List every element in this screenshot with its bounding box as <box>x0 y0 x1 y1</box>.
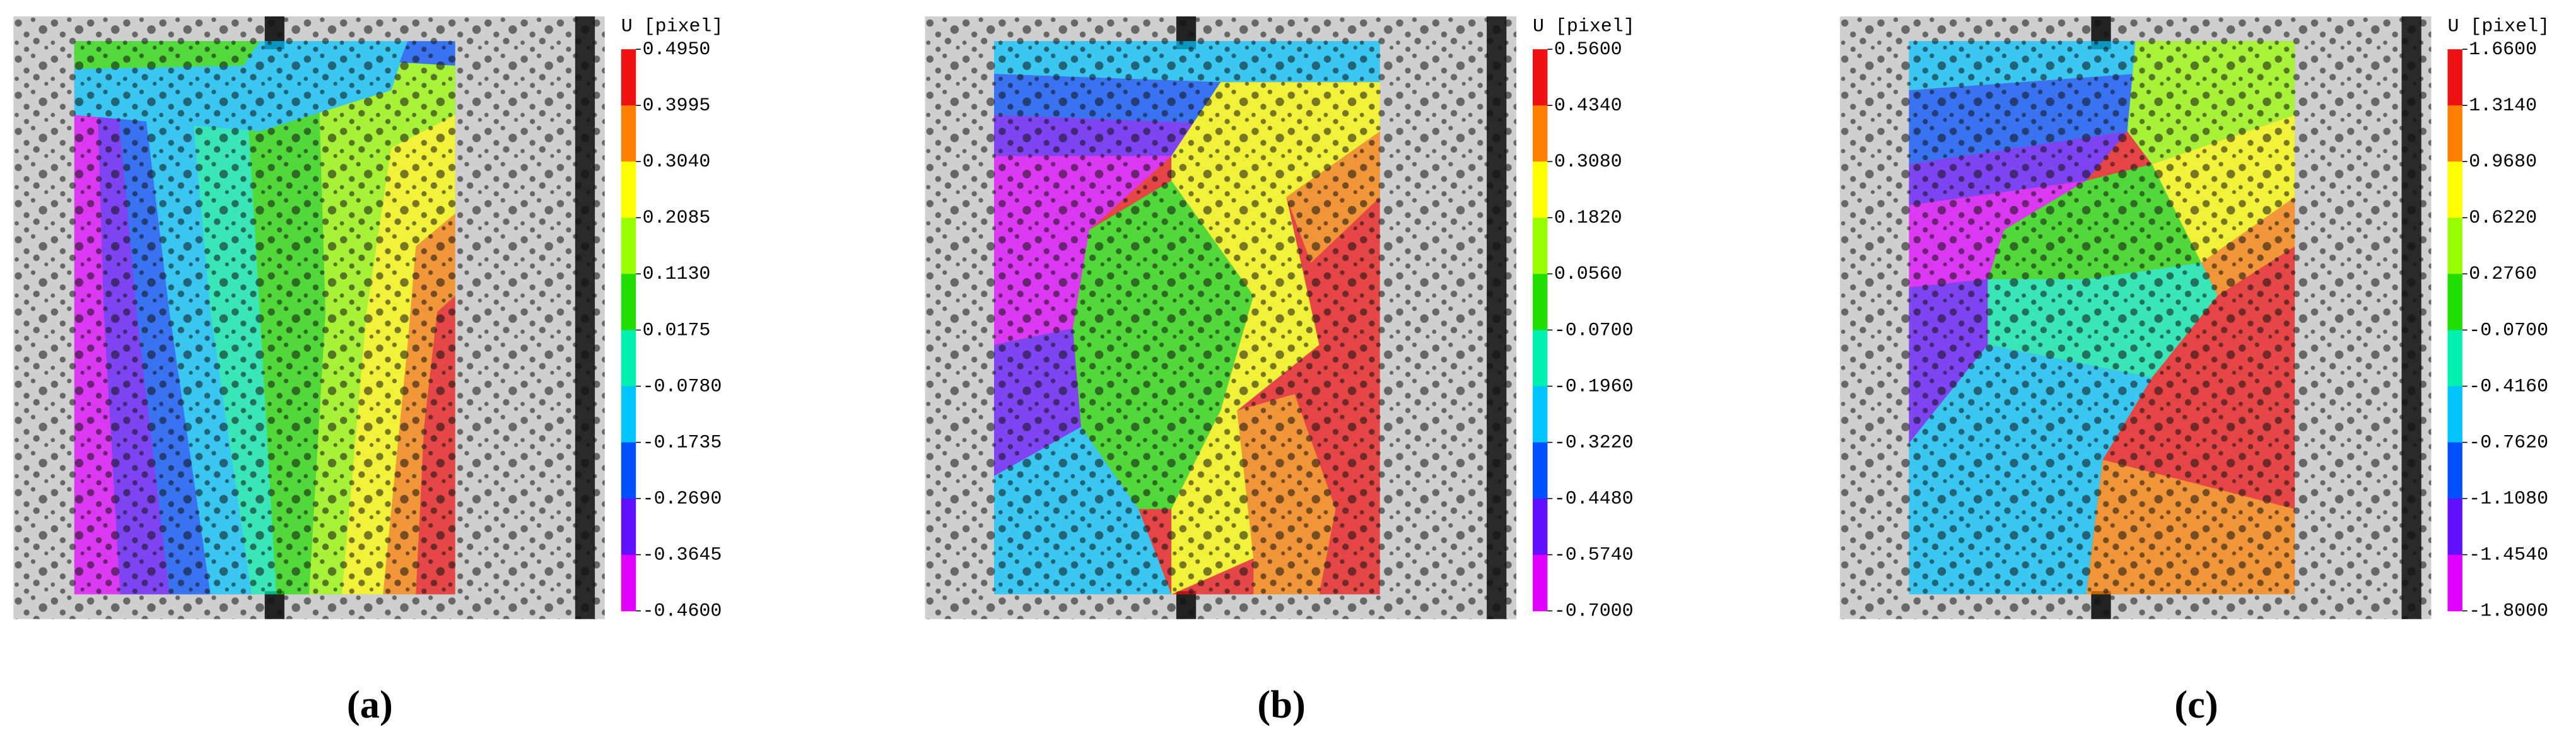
colorbar-tick-label: 0.2085 <box>643 207 711 228</box>
panel: U [pixel]0.4950 0.3995 0.3040 0.2085 0.1130 0… <box>13 16 723 726</box>
colorbar-bin <box>2447 49 2462 106</box>
colorbar-label: U [pixel] <box>1533 16 1635 37</box>
colorbar-tick-label: -0.4160 <box>2469 375 2548 397</box>
dic-image <box>1839 16 2432 619</box>
colorbar-tick-label: -0.5740 <box>1554 544 1634 566</box>
colorbar-tick-label: -1.8000 <box>2469 600 2548 622</box>
colorbar-tick-label: 0.0560 <box>1554 263 1622 284</box>
dic-image <box>13 16 605 619</box>
colorbar-bin <box>2447 274 2462 331</box>
colorbar-bin <box>2447 105 2462 163</box>
colorbar-tick-label: -0.0700 <box>2469 319 2548 341</box>
colorbar-bin <box>621 442 636 499</box>
colorbar-tick-label: -0.1735 <box>643 431 722 453</box>
colorbar-bin <box>621 49 636 106</box>
colorbar-tick-label: -0.0700 <box>1554 319 1634 341</box>
panel: U [pixel]0.5600 0.4340 0.3080 0.1820 0.0560 -… <box>925 16 1635 726</box>
colorbar-tick-label: 1.6600 <box>2469 38 2537 60</box>
colorbar-bin <box>2447 161 2462 219</box>
colorbar-tick-label: 0.6220 <box>2469 207 2537 228</box>
colorbar-bin <box>621 218 636 275</box>
colorbar-tick-label: -0.3220 <box>1554 431 1634 453</box>
colorbar-tick-label: 0.3080 <box>1554 151 1622 172</box>
colorbar-tick-label: 0.5600 <box>1554 38 1622 60</box>
panel-caption: (a) <box>347 682 393 726</box>
colorbar-bin <box>2447 554 2462 612</box>
speckle <box>13 16 605 619</box>
colorbar-bin <box>1533 49 1548 106</box>
colorbar-bin <box>621 161 636 219</box>
colorbar-label: U [pixel] <box>621 16 723 37</box>
panel: U [pixel]1.6600 1.3140 0.9680 0.6220 0.2760 -… <box>1839 16 2550 726</box>
colorbar-tick-label: -0.4600 <box>643 600 722 622</box>
panel-caption: (c) <box>2174 682 2218 726</box>
colorbar-tick-label: -0.7620 <box>2469 431 2548 453</box>
colorbar-tick-label: -0.3645 <box>643 544 722 566</box>
colorbar-bin <box>1533 386 1548 443</box>
colorbar-bin <box>1533 105 1548 163</box>
dic-image <box>925 16 1516 619</box>
colorbar-bin <box>2447 330 2462 387</box>
colorbar-tick-label: -1.4540 <box>2469 544 2548 566</box>
colorbar-tick-label: -0.4480 <box>1554 487 1634 509</box>
colorbar-tick-label: 1.3140 <box>2469 95 2537 116</box>
colorbar-tick-label: -1.1080 <box>2469 487 2548 509</box>
colorbar-bin <box>621 105 636 163</box>
colorbar-bin <box>621 274 636 331</box>
panel-caption: (b) <box>1257 682 1305 726</box>
colorbar-tick-label: 0.3995 <box>643 95 711 116</box>
colorbar-tick-label: 0.0175 <box>643 319 711 341</box>
colorbar-bin <box>621 386 636 443</box>
colorbar-tick-label: -0.1960 <box>1554 375 1634 397</box>
colorbar-tick-label: -0.2690 <box>643 487 722 509</box>
colorbar-bin <box>1533 274 1548 331</box>
speckle <box>925 16 1516 619</box>
speckle <box>1839 16 2432 619</box>
colorbar-bin <box>621 498 636 556</box>
colorbar-tick-label: 0.1130 <box>643 263 711 284</box>
colorbar-bin <box>2447 386 2462 443</box>
colorbar-bin <box>621 554 636 612</box>
colorbar-bin <box>1533 498 1548 556</box>
colorbar-tick-label: 0.3040 <box>643 151 711 172</box>
colorbar-bin <box>2447 442 2462 499</box>
colorbar-bin <box>1533 218 1548 275</box>
colorbar-bin <box>621 330 636 387</box>
colorbar-tick-label: 0.1820 <box>1554 207 1622 228</box>
colorbar-tick-label: -0.0780 <box>643 375 722 397</box>
colorbar-tick-label: 0.2760 <box>2469 263 2537 284</box>
colorbar-bin <box>1533 330 1548 387</box>
colorbar-label: U [pixel] <box>2447 16 2550 37</box>
colorbar-bin <box>2447 218 2462 275</box>
colorbar-tick-label: 0.4340 <box>1554 95 1622 116</box>
colorbar-tick-label: 0.4950 <box>643 38 711 60</box>
colorbar-bin <box>1533 442 1548 499</box>
colorbar-bin <box>2447 498 2462 556</box>
colorbar-tick-label: -0.7000 <box>1554 600 1634 622</box>
colorbar-bin <box>1533 554 1548 612</box>
colorbar-bin <box>1533 161 1548 219</box>
colorbar-tick-label: 0.9680 <box>2469 151 2537 172</box>
